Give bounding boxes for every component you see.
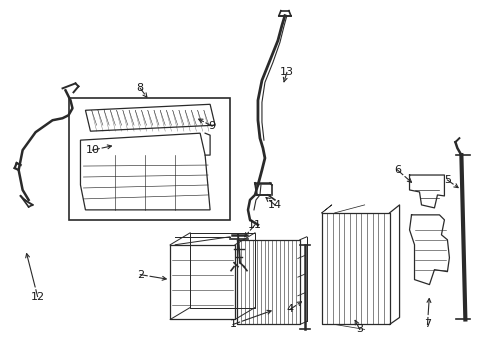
Text: 13: 13 [280,67,294,77]
Text: 11: 11 [248,220,262,230]
Text: 7: 7 [424,319,431,329]
Bar [69,98,230,220]
Text: 10: 10 [85,145,99,155]
Text: 5: 5 [444,175,451,185]
Text: 3: 3 [356,324,363,334]
Text: 6: 6 [394,165,401,175]
Text: 8: 8 [137,84,144,93]
Text: 14: 14 [268,200,282,210]
Text: 2: 2 [137,270,144,280]
Text: 1: 1 [229,319,237,329]
Text: 9: 9 [209,121,216,131]
Text: 12: 12 [30,292,45,302]
Text: 4: 4 [286,305,294,315]
